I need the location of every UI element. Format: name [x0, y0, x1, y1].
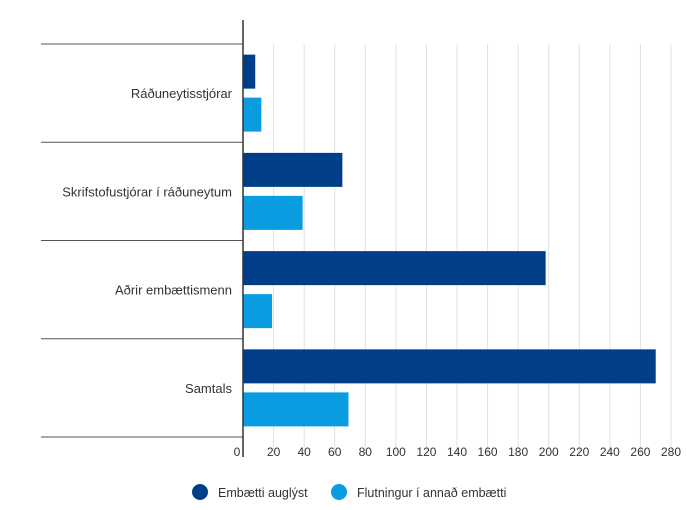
x-tick-labels: 0 20 40 60 80 100 120 140 160 180 200 220 240 260 280 — [234, 445, 682, 459]
gridlines — [273, 44, 672, 455]
x-tick-label: 0 — [234, 445, 241, 459]
x-tick-label: 220 — [569, 445, 589, 459]
bar-embaetti-auglyst — [243, 152, 343, 187]
bar-flutningur — [243, 195, 303, 230]
category-label: Ráðuneytisstjórar — [131, 86, 233, 101]
x-tick-label: 120 — [416, 445, 436, 459]
category-label: Samtals — [185, 381, 232, 396]
legend-label: Flutningur í annað embætti — [357, 486, 506, 500]
x-tick-label: 20 — [267, 445, 281, 459]
x-tick-label: 260 — [630, 445, 650, 459]
x-tick-label: 100 — [386, 445, 406, 459]
category-label: Aðrir embættismenn — [115, 283, 232, 298]
bar-embaetti-auglyst — [243, 251, 546, 286]
x-tick-label: 180 — [508, 445, 528, 459]
x-tick-label: 140 — [447, 445, 467, 459]
x-tick-label: 200 — [539, 445, 559, 459]
bar-flutningur — [243, 97, 262, 132]
bar-flutningur — [243, 392, 349, 427]
bar-embaetti-auglyst — [243, 349, 656, 384]
legend: Embætti auglýst Flutningur í annað embætt… — [192, 484, 506, 500]
category-separators — [41, 43, 243, 438]
x-tick-label: 80 — [359, 445, 373, 459]
category-label: Skrifstofustjórar í ráðuneytum — [62, 184, 232, 199]
x-tick-label: 160 — [478, 445, 498, 459]
bar-embaetti-auglyst — [243, 54, 256, 89]
legend-marker — [192, 484, 208, 500]
category-labels: Ráðuneytisstjórar Skrifstofustjórar í ráð… — [62, 86, 232, 396]
x-tick-label: 280 — [661, 445, 681, 459]
x-tick-label: 240 — [600, 445, 620, 459]
x-tick-label: 60 — [328, 445, 342, 459]
legend-marker — [331, 484, 347, 500]
bar-flutningur — [243, 294, 273, 329]
legend-label: Embætti auglýst — [218, 486, 308, 500]
x-tick-label: 40 — [297, 445, 311, 459]
bars — [243, 54, 656, 427]
